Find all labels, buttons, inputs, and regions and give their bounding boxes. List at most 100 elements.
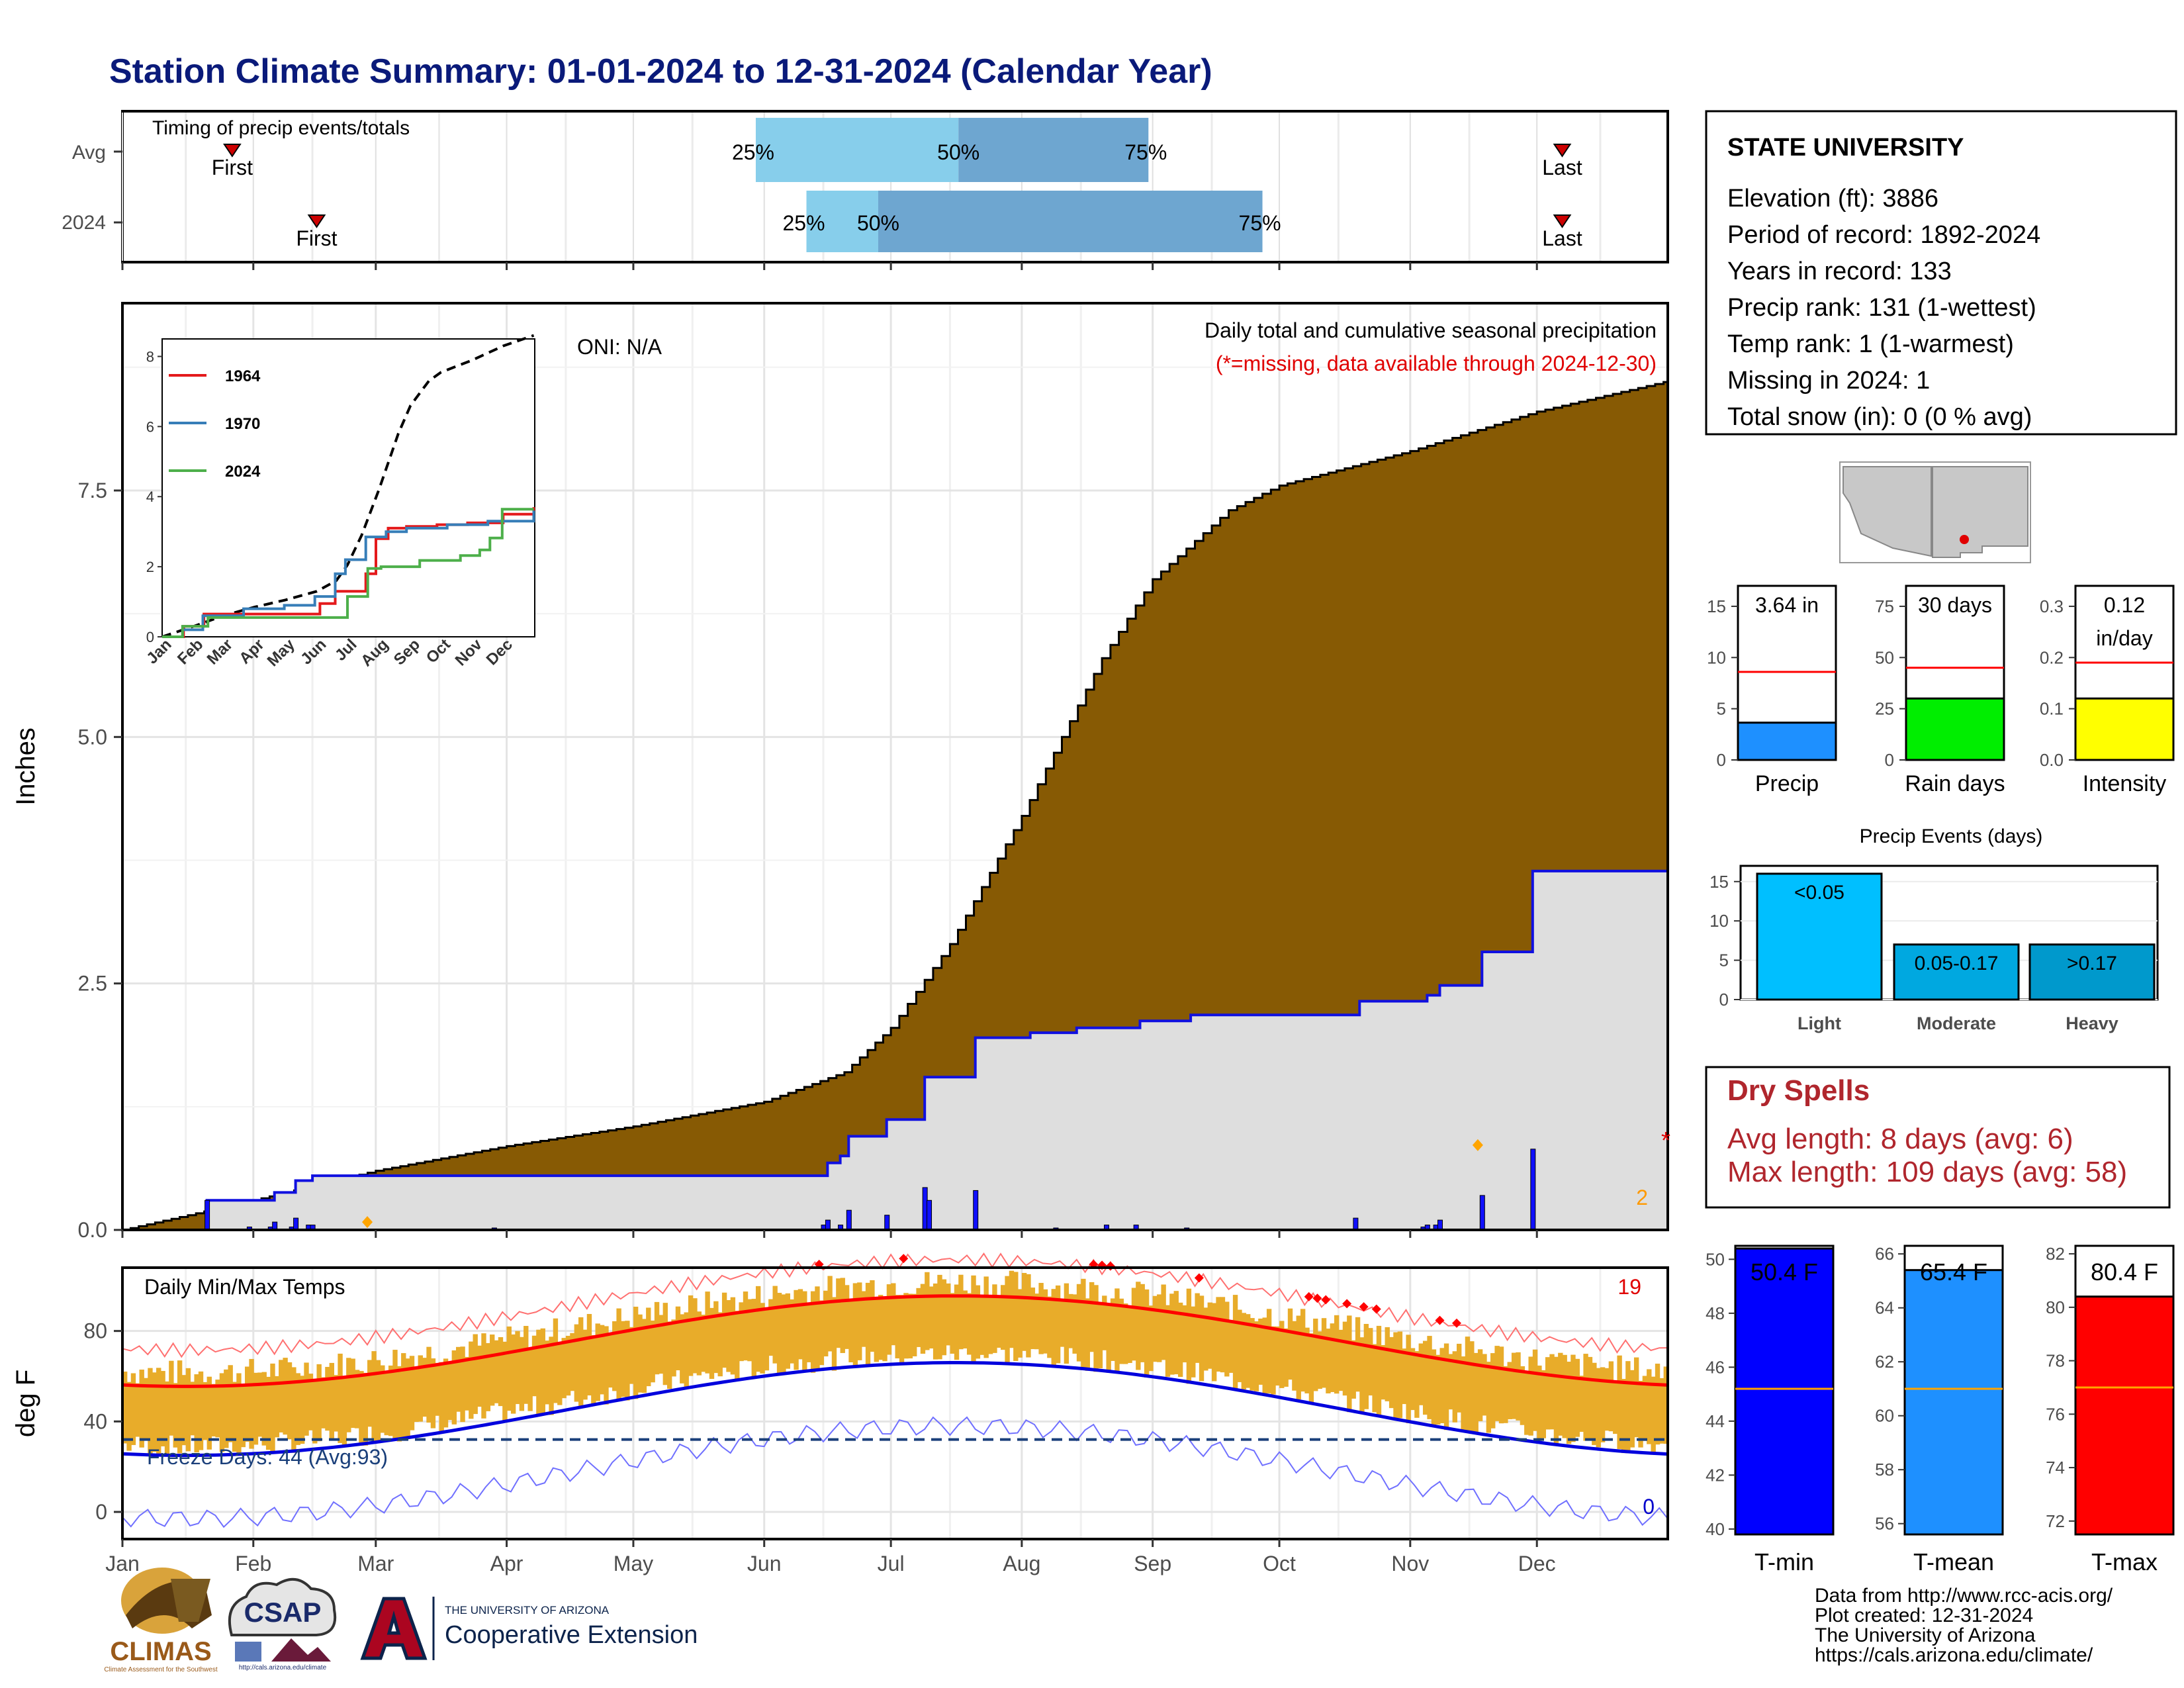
daily-temp-bar: [806, 1304, 811, 1362]
inset-bg: [161, 338, 535, 637]
daily-temp-bar: [1617, 1355, 1622, 1450]
mini-bar-name: Intensity: [2083, 771, 2167, 796]
daily-temp-bar: [316, 1364, 322, 1442]
record-high-marker: [899, 1254, 909, 1264]
ua-a-mark: [360, 1597, 428, 1660]
daily-temp-bar: [1296, 1315, 1301, 1400]
daily-temp-bar: [1228, 1319, 1234, 1373]
daily-temp-bar: [1330, 1323, 1335, 1392]
daily-temp-bar: [1093, 1285, 1099, 1372]
dry-spells-avg: Avg length: 8 days (avg: 6): [1727, 1123, 2073, 1155]
daily-temp-bar: [726, 1300, 731, 1372]
daily-temp-bar: [1165, 1305, 1171, 1377]
temp-y-tick-label: 80: [83, 1319, 107, 1343]
daily-temp-bar: [802, 1291, 807, 1372]
daily-temp-bar: [874, 1297, 879, 1362]
daily-temp-bar: [1402, 1348, 1407, 1405]
temp-content: [122, 1252, 1668, 1528]
station-period: Period of record: 1892-2024: [1727, 221, 2040, 249]
daily-temp-bar: [363, 1372, 369, 1446]
daily-temp-bar: [958, 1274, 964, 1350]
daily-temp-bar: [490, 1334, 495, 1406]
daily-temp-bar: [1118, 1298, 1124, 1364]
daily-temp-bar: [962, 1290, 968, 1349]
record-high-marker: [1304, 1291, 1314, 1301]
temp-bar-value-label: 50.4 F: [1751, 1258, 1818, 1286]
daily-temp-bar: [219, 1373, 225, 1452]
temp-bar-name: T-mean: [1913, 1548, 1994, 1575]
daily-temp-bar: [578, 1317, 584, 1406]
daily-temp-bar: [760, 1303, 765, 1374]
temp-bar-y-tick-label: 44: [1706, 1411, 1725, 1431]
daily-temp-bar: [401, 1353, 406, 1439]
daily-temp-bar: [1060, 1299, 1065, 1347]
daily-temp-bar: [776, 1293, 782, 1376]
daily-temp-bar: [430, 1358, 436, 1429]
events-y-tick-label: 0: [1719, 990, 1729, 1009]
mini-bar-y-tick-label: 0: [1885, 750, 1894, 770]
mini-bar-fill: [1737, 722, 1837, 761]
daily-temp-bar: [553, 1318, 559, 1403]
daily-temp-bar: [1473, 1352, 1479, 1432]
daily-temp-bar: [1005, 1276, 1010, 1364]
mini-bar-y-tick-label: 5: [1717, 699, 1726, 719]
month-label: Apr: [490, 1552, 523, 1575]
mini-bar-name: Precip: [1755, 771, 1819, 796]
timing-panel-label: Timing of precip events/totals: [152, 117, 410, 139]
mini-bar-value-label: 0.12: [2104, 593, 2145, 617]
inset-y-tick-label: 8: [146, 348, 154, 365]
daily-temp-bar: [1410, 1348, 1416, 1411]
daily-temp-bar: [1000, 1285, 1006, 1350]
temp-bar-y-tick-label: 80: [2046, 1297, 2065, 1317]
timing-bar-50-75: [878, 191, 1263, 252]
daily-temp-bar: [1199, 1295, 1205, 1382]
daily-temp-bar: [1566, 1362, 1572, 1444]
daily-temp-bar: [895, 1295, 900, 1359]
daily-temp-bar: [709, 1307, 715, 1380]
daily-temp-bar: [1579, 1376, 1584, 1432]
daily-temp-bar: [1106, 1303, 1111, 1373]
daily-temp-bar: [861, 1291, 866, 1347]
events-bar: [2028, 943, 2156, 1001]
daily-temp-bar: [1342, 1321, 1348, 1396]
daily-temp-bar: [781, 1294, 786, 1373]
daily-temp-bar: [320, 1377, 326, 1429]
daily-temp-bar: [215, 1380, 220, 1438]
record-high-line: [122, 1252, 1668, 1358]
daily-temp-bar: [987, 1295, 993, 1354]
ua-small-text: THE UNIVERSITY OF ARIZONA: [445, 1604, 610, 1617]
daily-temp-bar: [447, 1362, 453, 1421]
temp-bar-y-tick-label: 40: [1706, 1519, 1725, 1539]
daily-temp-bar: [1283, 1328, 1289, 1387]
daily-temp-bar: [354, 1370, 360, 1429]
daily-temp-bar: [194, 1374, 199, 1453]
daily-temp-bar: [996, 1295, 1001, 1348]
month-label: Jul: [878, 1552, 905, 1575]
daily-temp-bar: [130, 1373, 136, 1445]
daily-temp-bar: [210, 1383, 216, 1436]
daily-temp-bar: [1173, 1291, 1179, 1375]
temp-y-axis: 0 40 80: [83, 1319, 122, 1524]
summary-mini-bars: 3.64 in 0 5 10 15 Precip 30 days 0 25 50 75 Rain da…: [1707, 585, 2175, 796]
daily-precip-bar: [846, 1209, 852, 1231]
daily-temp-bar: [414, 1368, 419, 1423]
mini-bar-y-tick-label: 0.2: [2040, 647, 2064, 667]
daily-temp-bar: [435, 1362, 440, 1416]
temp-bar-y-tick-label: 50: [1706, 1249, 1725, 1269]
daily-temp-bar: [232, 1382, 238, 1452]
station-missing: Missing in 2024: 1: [1727, 367, 1930, 395]
daily-temp-bar: [827, 1276, 833, 1352]
daily-temp-bar: [696, 1311, 702, 1376]
daily-temp-bar: [439, 1362, 444, 1434]
footer-credits: Data from http://www.rcc-acis.org/ Plot …: [1815, 1585, 2113, 1666]
daily-temp-bar: [616, 1308, 621, 1401]
inset-series-line: [162, 508, 534, 638]
daily-temp-bar: [903, 1293, 909, 1359]
daily-temp-bar: [1292, 1321, 1297, 1391]
daily-temp-bar: [249, 1358, 254, 1449]
mini-bar-fill: [1905, 697, 2005, 761]
daily-temp-bar: [641, 1319, 647, 1393]
daily-temp-bar: [1558, 1352, 1563, 1436]
daily-precip-bar: [1479, 1195, 1485, 1231]
daily-temp-bar: [312, 1380, 318, 1444]
